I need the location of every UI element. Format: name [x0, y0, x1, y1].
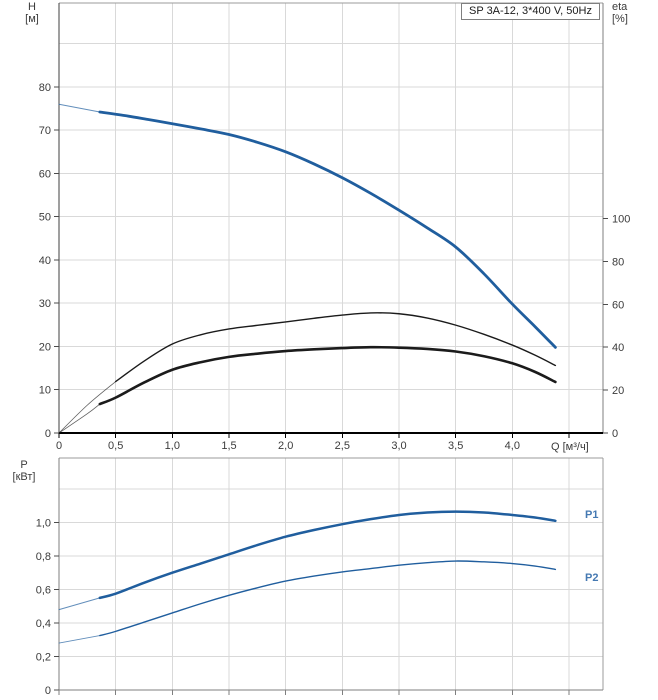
series-label-P1: P1: [585, 509, 599, 521]
curve-H-curve-lead: [58, 103, 101, 113]
tick-label-left: 40: [39, 255, 51, 267]
tick-label-left: 0: [45, 685, 51, 697]
left-axis-title-line2: [м]: [25, 13, 39, 25]
tick-label-left: 10: [39, 385, 51, 397]
tick-label-right: 0: [612, 428, 618, 440]
curve-eta-lower: [98, 345, 557, 406]
tick-label-left: 0,4: [36, 618, 51, 630]
tick-label-x: 1,0: [165, 440, 180, 452]
right-axis-title-eta: eta [%]: [612, 1, 646, 25]
power-axis-title-line1: P: [20, 459, 28, 471]
tick-label-right: 40: [612, 342, 624, 354]
power-axis-title-P: P [кВт]: [4, 459, 44, 483]
tick-label-left: 0: [45, 428, 51, 440]
pump-title-box: SP 3A-12, 3*400 V, 50Hz: [461, 3, 600, 20]
tick-label-x: 3,0: [391, 440, 406, 452]
tick-label-left: 1,0: [36, 517, 51, 529]
tick-label-x: 0: [56, 440, 62, 452]
tick-label-x: 2,0: [278, 440, 293, 452]
curve-P2-lead: [58, 635, 101, 644]
tick-label-right: 20: [612, 385, 624, 397]
curve-P1: [98, 510, 557, 600]
tick-label-x: 4,0: [505, 440, 520, 452]
tick-label-left: 20: [39, 341, 51, 353]
tick-label-x: 3,5: [448, 440, 463, 452]
tick-label-left: 30: [39, 298, 51, 310]
curve-P2: [99, 560, 557, 637]
curve-eta-upper-lead: [58, 381, 117, 434]
curve-eta-lower-lead: [58, 403, 101, 434]
tick-label-left: 80: [39, 82, 51, 94]
x-axis-title-Q: Q [м³/ч]: [551, 441, 589, 453]
series-label-P2: P2: [585, 572, 599, 584]
tick-label-left: 0,6: [36, 584, 51, 596]
curve-H-curve: [98, 110, 557, 349]
tick-label-left: 0,8: [36, 551, 51, 563]
left-axis-title-line1: H: [28, 1, 36, 13]
tick-label-right: 60: [612, 299, 624, 311]
tick-label-x: 0,5: [108, 440, 123, 452]
tick-label-x: 2,5: [335, 440, 350, 452]
curve-P1-lead: [58, 597, 101, 611]
power-axis-title-line2: [кВт]: [12, 471, 36, 483]
tick-label-left: 70: [39, 125, 51, 137]
right-axis-title-line1: eta: [612, 1, 628, 13]
left-axis-title-H: H [м]: [16, 1, 48, 25]
tick-label-left: 60: [39, 168, 51, 180]
tick-label-x: 1,5: [221, 440, 236, 452]
curve-eta-upper: [114, 312, 557, 383]
tick-label-right: 100: [612, 214, 630, 226]
tick-label-left: 0,2: [36, 651, 51, 663]
tick-label-left: 50: [39, 212, 51, 224]
right-axis-title-line2: [%]: [612, 13, 628, 25]
tick-label-right: 80: [612, 256, 624, 268]
